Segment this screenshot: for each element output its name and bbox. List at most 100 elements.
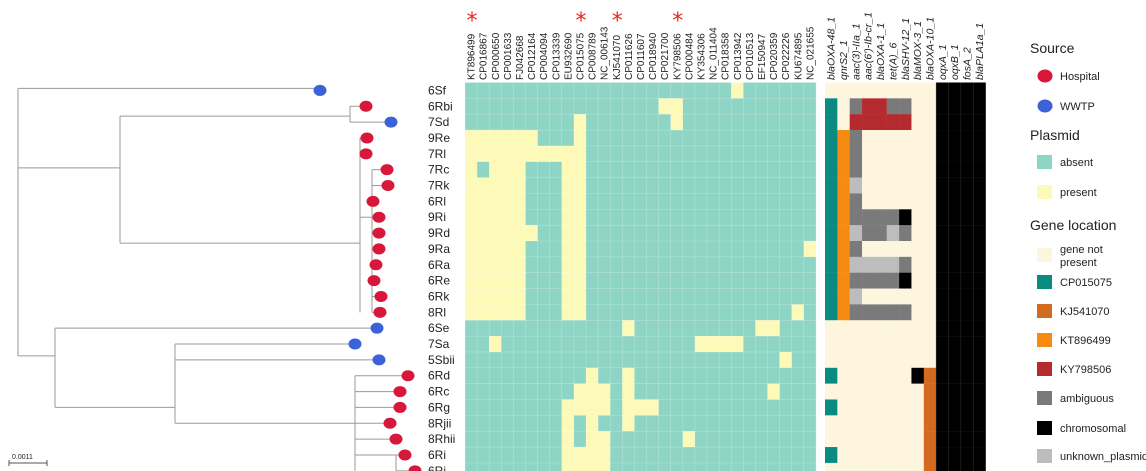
- gene-cell-6rj-aac-6-ib-cr-1: [862, 462, 875, 471]
- gene-cell-8rl-aac-3-iia-1: [849, 304, 863, 321]
- plasmid-cell-6rbi-cp013942: [731, 98, 744, 115]
- plasmid-cell-6ri-cp021700: [658, 447, 671, 464]
- taxon-label-5sbii: 5Sbii: [428, 353, 455, 367]
- gene-cell-6rl-aac-6-ib-cr-1: [862, 193, 875, 210]
- tip-marker-6rg: [393, 401, 407, 413]
- gene-cell-6re-oqxb-1: [948, 272, 962, 289]
- gene-cell-7rl-oqxb-1: [948, 145, 962, 162]
- gene-cell-7rc-tet-a-6: [886, 161, 900, 178]
- plasmid-cell-6rj-cp015075: [573, 462, 587, 471]
- plasmid-cell-9ra-cp000484: [682, 241, 696, 258]
- legend-label-gene-not-present: gene not: [1060, 244, 1103, 256]
- plasmid-label-cp022226: CP022226: [781, 32, 792, 80]
- plasmid-cell-9ri-eu932690: [561, 209, 575, 226]
- tip-marker-9rd: [372, 227, 386, 239]
- plasmid-cell-8rjii-nc-021655: [803, 415, 817, 432]
- plasmid-cell-9ra-cp013942: [731, 241, 744, 258]
- plasmid-cell-8rl-eu932690: [561, 304, 575, 321]
- gene-cell-6rd-fosa-2: [960, 367, 974, 384]
- plasmid-cell-6rk-cp011626: [622, 288, 635, 305]
- taxon-label-6re: 6Re: [428, 274, 450, 288]
- gene-cell-9re-blamox-3-1: [911, 130, 924, 147]
- plasmid-cell-6ra-ky354306: [694, 256, 708, 273]
- gene-cell-6rl-blapla1a-1: [973, 193, 986, 210]
- plasmid-cell-6rbi-cp000650: [489, 98, 502, 115]
- gene-cell-6se-aac-3-iia-1: [849, 320, 863, 337]
- plasmid-cell-6rl-ku674895: [791, 193, 804, 210]
- plasmid-cell-7rl-ef150947: [755, 145, 768, 162]
- plasmid-cell-6re-cp020359: [767, 272, 780, 289]
- gene-cell-6rc-aac-3-iia-1: [849, 383, 863, 400]
- gene-cell-6rj-fosa-2: [960, 462, 974, 471]
- plasmid-cell-7sa-cp011607: [634, 336, 647, 353]
- plasmid-cell-9rd-cp010513: [743, 225, 756, 242]
- plasmid-cell-9re-ky798506: [670, 130, 683, 147]
- plasmid-cell-6rbi-cp020359: [767, 98, 780, 115]
- plasmid-cell-6ri-cp011607: [634, 447, 647, 464]
- plasmid-cell-8rjii-cp013942: [731, 415, 744, 432]
- plasmid-cell-6rj-cp013339: [549, 462, 562, 471]
- gene-cell-9re-fosa-2: [960, 130, 974, 147]
- plasmid-cell-6rg-kj541070: [610, 399, 623, 416]
- gene-cell-8rl-oqxa-1: [936, 304, 949, 321]
- plasmid-cell-6rl-cp020359: [767, 193, 780, 210]
- plasmid-cell-6ri-nc-006143: [598, 447, 611, 464]
- plasmid-cell-8rhii-cp011626: [622, 431, 635, 448]
- plasmid-cell-7rc-cp001633: [501, 161, 514, 178]
- plasmid-cell-8rl-cp011626: [622, 304, 635, 321]
- plasmid-cell-5sbii-ky354306: [694, 351, 708, 368]
- plasmid-label-cp013339: CP013339: [551, 32, 562, 80]
- plasmid-cell-9ri-fj042668: [513, 209, 526, 226]
- tip-marker-8rjii: [383, 417, 397, 429]
- taxon-label-6rd: 6Rd: [428, 369, 450, 383]
- plasmid-cell-9rd-cp008789: [586, 225, 599, 242]
- plasmid-cell-6rbi-cp010513: [743, 98, 756, 115]
- plasmid-cell-6sf-ku674895: [791, 82, 804, 99]
- plasmid-cell-9ri-ky354306: [694, 209, 708, 226]
- plasmid-cell-6rk-cp015075: [573, 288, 587, 305]
- plasmid-cell-7sa-cp015075: [573, 336, 587, 353]
- gene-cell-7rl-aac-6-ib-cr-1: [862, 145, 875, 162]
- gene-cell-6rk-aac-6-ib-cr-1: [862, 288, 875, 305]
- gene-cell-7sa-aac-6-ib-cr-1: [862, 336, 875, 353]
- plasmid-cell-6rj-cp018358: [719, 462, 732, 471]
- plasmid-cell-6rc-nc-006143: [598, 383, 611, 400]
- gene-cell-9rd-fosa-2: [960, 225, 974, 242]
- plasmid-cell-6rj-cp020359: [767, 462, 780, 471]
- plasmid-cell-6ra-ky798506: [670, 256, 683, 273]
- gene-cell-6ra-fosa-2: [960, 256, 974, 273]
- legend-swatch-hospital: [1037, 69, 1053, 83]
- gene-cell-6rg-blaoxa-48-1: [825, 399, 838, 416]
- gene-cell-9rd-aac-3-iia-1: [849, 225, 863, 242]
- gene-cell-6rd-qnrs2-1: [837, 367, 850, 384]
- plasmid-cell-6se-cp008789: [586, 320, 599, 337]
- plasmid-cell-6rj-kj541070: [610, 462, 623, 471]
- gene-cell-9rd-tet-a-6: [886, 225, 900, 242]
- plasmid-label-cp010513: CP010513: [745, 32, 756, 80]
- plasmid-cell-6rc-cp000484: [682, 383, 696, 400]
- plasmid-cell-6sf-cp011607: [634, 82, 647, 99]
- taxon-label-6sf: 6Sf: [428, 83, 447, 97]
- gene-cell-9rd-blaoxa-48-1: [825, 225, 838, 242]
- plasmid-cell-9ri-cp001633: [501, 209, 514, 226]
- gene-cell-8rl-blamox-3-1: [911, 304, 924, 321]
- gene-cell-6rd-blaoxa-48-1: [825, 367, 838, 384]
- tip-marker-7sd: [384, 116, 398, 128]
- plasmid-cell-7rl-kj541070: [610, 145, 623, 162]
- plasmid-cell-5sbii-cp004094: [537, 351, 550, 368]
- gene-cell-6ra-qnrs2-1: [837, 256, 850, 273]
- plasmid-cell-8rhii-nc-011404: [707, 431, 720, 448]
- gene-cell-5sbii-fosa-2: [960, 351, 974, 368]
- gene-cell-6rbi-blashv-12-1: [899, 98, 912, 115]
- plasmid-cell-6ra-cp011607: [634, 256, 647, 273]
- gene-cell-6re-blapla1a-1: [973, 272, 986, 289]
- gene-cell-7sa-qnrs2-1: [837, 336, 850, 353]
- plasmid-cell-7rk-cp015075: [573, 177, 587, 194]
- plasmid-cell-6re-nc-011404: [707, 272, 720, 289]
- plasmid-cell-9ri-cp021700: [658, 209, 671, 226]
- plasmid-cell-5sbii-cp012164: [525, 351, 538, 368]
- plasmid-cell-8rhii-cp013942: [731, 431, 744, 448]
- gene-cell-5sbii-qnrs2-1: [837, 351, 850, 368]
- plasmid-cell-7sa-cp000650: [489, 336, 502, 353]
- plasmid-cell-7rk-cp004094: [537, 177, 550, 194]
